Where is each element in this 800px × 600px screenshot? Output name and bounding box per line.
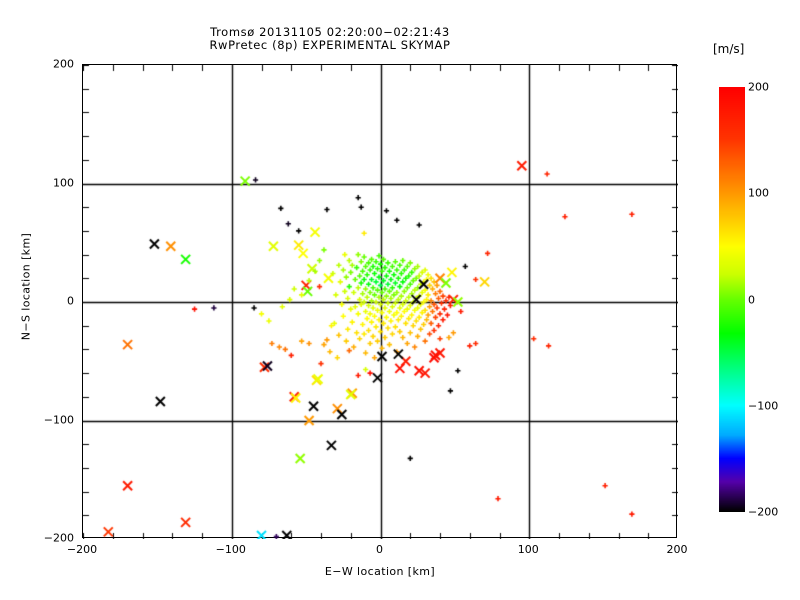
y-tick--100: −100 — [43, 413, 74, 426]
x-axis-label: E−W location [km] — [324, 565, 436, 578]
colorbar — [719, 87, 745, 512]
figure-title: Tromsø 20131105 02:20:00−02:21:43 RwPret… — [0, 26, 660, 52]
title-line-2: RwPretec (8p) EXPERIMENTAL SKYMAP — [209, 38, 451, 52]
x-tick--100: −100 — [215, 543, 246, 556]
colorbar-tick--200: −200 — [748, 505, 779, 519]
colorbar-tick-100: 100 — [748, 186, 769, 200]
colorbar-title: [m/s] — [713, 42, 745, 56]
title-line-1: Tromsø 20131105 02:20:00−02:21:43 — [210, 25, 450, 39]
colorbar-tick-0: 0 — [748, 293, 755, 306]
x-tick-0: 0 — [376, 543, 383, 556]
plot-area[interactable] — [82, 64, 678, 539]
scatter-canvas — [83, 65, 678, 539]
y-tick-0: 0 — [67, 294, 74, 308]
y-tick-100: 100 — [53, 176, 74, 189]
x-tick--200: −200 — [66, 543, 98, 556]
x-tick-100: 100 — [517, 543, 539, 556]
colorbar-tick-200: 200 — [748, 80, 769, 94]
colorbar-gradient — [719, 87, 745, 512]
y-tick--200: −200 — [43, 531, 74, 545]
colorbar-tick--100: −100 — [748, 399, 779, 413]
x-tick-200: 200 — [666, 543, 688, 556]
y-tick-200: 200 — [53, 57, 74, 71]
y-axis-label: N−S location [km] — [19, 232, 33, 341]
